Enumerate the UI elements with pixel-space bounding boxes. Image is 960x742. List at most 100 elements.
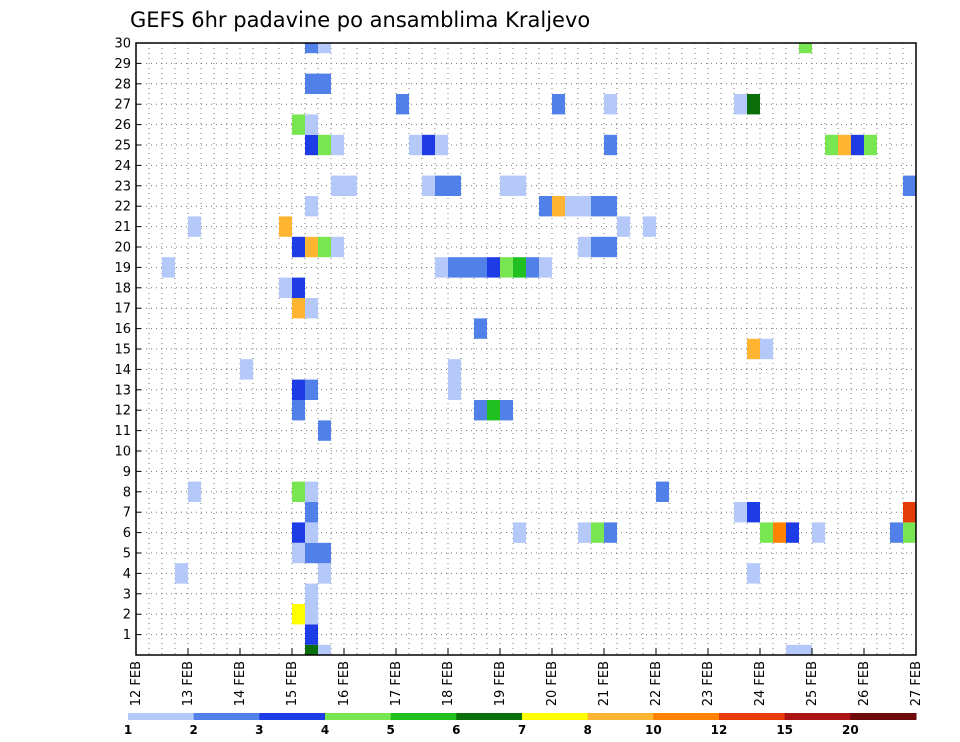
precip-cell (838, 134, 851, 156)
precip-cell (903, 502, 916, 523)
precip-cell (292, 298, 305, 319)
x-tick-label: 22 FEB (649, 661, 664, 706)
precip-cell (825, 134, 838, 156)
precip-cell (318, 73, 331, 94)
colorbar-label: 3 (255, 723, 263, 737)
precip-cell (864, 134, 877, 156)
precip-cell (175, 563, 188, 584)
precip-cell (474, 318, 487, 339)
y-tick-label: 18 (114, 281, 131, 296)
precip-cell (474, 257, 487, 278)
precip-cell (604, 522, 617, 543)
precip-cell (279, 216, 292, 237)
x-tick-label: 14 FEB (233, 661, 248, 706)
x-tick-label: 19 FEB (493, 661, 508, 706)
precip-cell (292, 604, 305, 625)
precip-cell (318, 134, 331, 156)
precip-cell (344, 175, 357, 196)
precip-cell (435, 257, 448, 278)
precip-cell (513, 175, 526, 196)
precip-cell (305, 134, 318, 156)
x-tick-label: 26 FEB (857, 661, 872, 706)
colorbar-segment (456, 713, 523, 720)
precip-cell (305, 604, 318, 625)
colorbar-label: 20 (842, 723, 859, 737)
precip-cell (500, 257, 513, 278)
colorbar-segment (522, 713, 589, 720)
precip-cell (578, 236, 591, 258)
precip-cell (279, 277, 292, 298)
precip-cell (292, 236, 305, 258)
colorbar-segment (784, 713, 851, 720)
precip-cell (539, 196, 552, 217)
colorbar-label: 10 (645, 723, 662, 737)
colorbar-segment (128, 713, 195, 720)
y-tick-label: 19 (114, 261, 131, 276)
precip-cell (487, 257, 500, 278)
precip-cell (747, 502, 760, 523)
colorbar-label: 8 (583, 723, 591, 737)
grid (136, 43, 916, 655)
precip-cell (318, 644, 331, 655)
precip-cell (500, 400, 513, 421)
colorbar-segment (193, 713, 260, 720)
precip-cell (292, 277, 305, 298)
precip-cell (604, 134, 617, 156)
y-tick-label: 30 (114, 37, 131, 52)
y-tick-label: 29 (114, 57, 131, 72)
precip-cell (292, 379, 305, 400)
x-tick-label: 15 FEB (285, 661, 300, 706)
precip-cell (565, 196, 578, 217)
x-tick-label: 24 FEB (753, 661, 768, 706)
precip-cell (422, 134, 435, 156)
y-tick-label: 20 (114, 241, 131, 256)
y-tick-label: 15 (114, 343, 131, 358)
y-tick-label: 3 (123, 587, 131, 602)
precip-cell (448, 257, 461, 278)
colorbar-label: 6 (452, 723, 460, 737)
precip-cell (292, 522, 305, 543)
x-tick-label: 23 FEB (701, 661, 716, 706)
precip-cell (890, 522, 903, 543)
precip-cell (318, 420, 331, 441)
y-tick-label: 2 (123, 608, 131, 623)
y-tick-label: 13 (114, 383, 131, 398)
precip-cell (760, 338, 773, 360)
precip-cell (409, 134, 422, 156)
precip-cell (851, 134, 864, 156)
x-tick-label: 12 FEB (129, 661, 144, 706)
precip-cell (435, 175, 448, 196)
precip-cell (578, 196, 591, 217)
precip-cell (435, 134, 448, 156)
precip-cell (903, 175, 916, 196)
precip-cell (552, 94, 565, 115)
precip-cell (747, 563, 760, 584)
precip-cell (448, 175, 461, 196)
precip-cell (760, 522, 773, 543)
precip-cell (448, 379, 461, 400)
x-tick-label: 25 FEB (805, 661, 820, 706)
colorbar-segment (587, 713, 654, 720)
colorbar-segment (325, 713, 392, 720)
colorbar-label: 12 (711, 723, 728, 737)
precip-cell (331, 134, 344, 156)
y-tick-label: 12 (114, 404, 131, 419)
precip-cell (305, 502, 318, 523)
y-axis: 1234567891011121314151617181920212223242… (114, 37, 141, 643)
precip-cell (305, 298, 318, 319)
colorbar-segment (390, 713, 457, 720)
colorbar-segment (259, 713, 326, 720)
colorbar: 1 2 3 4 5 6 7 8 10 12 15 20 (124, 713, 917, 737)
precip-cell (305, 624, 318, 645)
precip-cell (305, 542, 318, 564)
precip-cell (240, 359, 253, 380)
precip-cell (305, 481, 318, 502)
precip-cell (292, 542, 305, 564)
y-tick-label: 17 (114, 302, 131, 317)
precip-cell (552, 196, 565, 217)
precip-cell (487, 400, 500, 421)
precip-cell (591, 522, 604, 543)
precip-cell (786, 644, 799, 655)
precip-cell (422, 175, 435, 196)
